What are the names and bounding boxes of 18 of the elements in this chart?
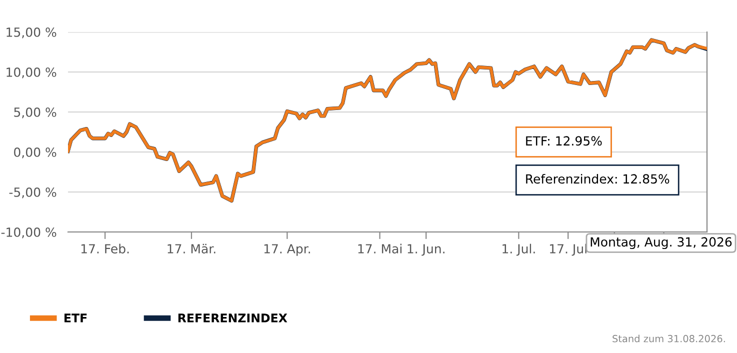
text: Stand zum 31.08.2026. — [612, 334, 725, 342]
x-tick-label: 1. Jun. — [408, 244, 444, 256]
legend-label: ETF — [64, 314, 87, 322]
y-tick-label: -10,00 % — [1, 227, 56, 238]
x-tick-label: 17. Feb. — [81, 244, 129, 254]
annotation: Referenzindex: 12.85% — [526, 174, 670, 184]
y-tick-label: 10,00 % — [6, 67, 56, 78]
y-tick-label: 5,00 % — [14, 107, 56, 118]
x-tick-label: 1. Jul. — [502, 244, 535, 256]
text: Montag, Aug. 31, 2026 — [590, 237, 732, 250]
y-tick-label: -5,00 % — [9, 187, 56, 198]
x-tick-label: 17. Mai — [358, 244, 402, 254]
y-tick-label: 0,00 % — [14, 147, 56, 158]
annotation: ETF: 12.95% — [526, 136, 602, 146]
x-tick-label: 17. Mär. — [168, 244, 216, 254]
y-tick-label: 15,00 % — [6, 27, 56, 38]
legend-label: REFERENZINDEX — [178, 314, 288, 322]
x-tick-label: 17. Apr. — [264, 244, 310, 256]
